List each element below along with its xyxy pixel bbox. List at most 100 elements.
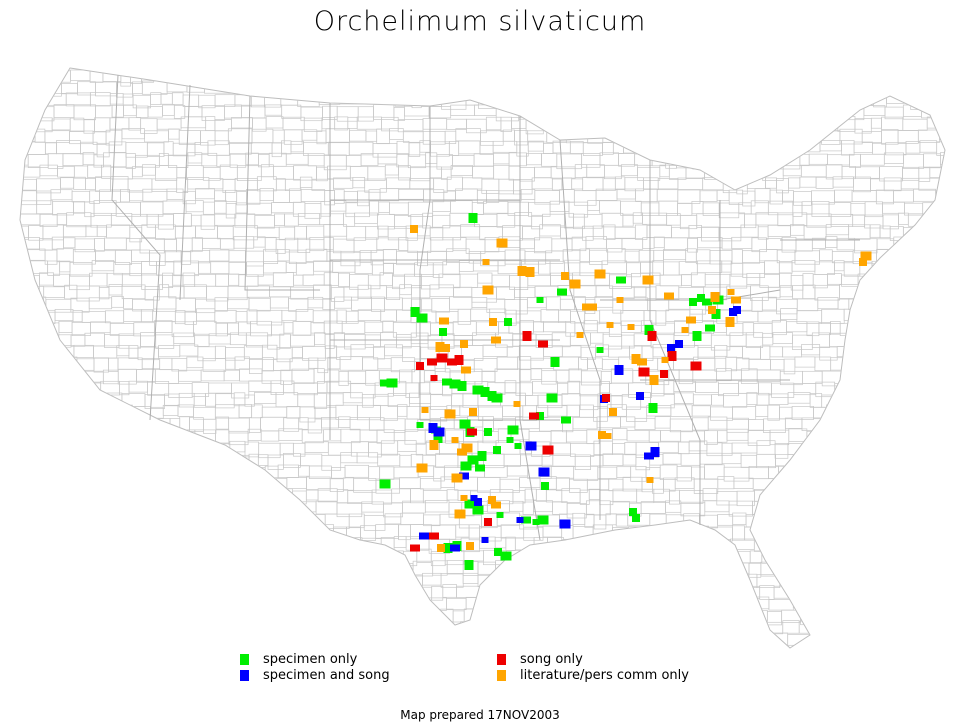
county-cell (924, 93, 945, 105)
county-cell (360, 93, 375, 105)
county-cell (662, 128, 674, 145)
county-cell (869, 80, 891, 94)
county-cell (227, 562, 245, 578)
county-cell (172, 465, 191, 480)
county-cell (821, 81, 839, 94)
county-cell (580, 537, 606, 553)
county-cell (159, 428, 177, 441)
county-cell (278, 596, 293, 611)
county-cell (590, 94, 605, 109)
marker-literature-only (646, 477, 654, 483)
county-cell (511, 80, 523, 93)
marker-specimen-only (477, 451, 487, 461)
marker-literature-only (435, 342, 445, 352)
county-cell (127, 549, 149, 564)
county-cell (519, 574, 534, 588)
county-cell (900, 285, 918, 301)
county-cell (796, 478, 813, 490)
county-cell (657, 81, 679, 96)
county-cell (842, 548, 858, 565)
county-cell (542, 81, 557, 94)
marker-specimen-and-song (474, 498, 482, 506)
county-cell (904, 419, 927, 433)
county-cell (188, 574, 201, 587)
county-cell (860, 538, 876, 554)
county-cell (935, 478, 945, 491)
county-cell (255, 490, 275, 502)
county-cell (820, 562, 832, 575)
county-cell (222, 478, 233, 489)
map-footer: Map prepared 17NOV2003 (400, 708, 560, 722)
county-cell (920, 381, 935, 396)
county-cell (20, 320, 34, 333)
county-cell (230, 597, 255, 609)
county-cell (839, 489, 863, 501)
county-cell (712, 128, 732, 140)
county-cell (141, 610, 154, 624)
county-cell (914, 551, 934, 564)
occurrence-markers (379, 213, 872, 570)
county-cell (236, 464, 253, 478)
county-cell (584, 609, 600, 621)
county-cell (617, 622, 638, 634)
county-cell (184, 489, 209, 502)
county-cell (597, 620, 618, 634)
county-cell (138, 584, 154, 597)
county-cell (49, 477, 59, 491)
marker-specimen-and-song (675, 340, 683, 348)
county-cell (749, 633, 774, 647)
county-cell (205, 476, 224, 489)
county-cell (498, 585, 516, 599)
county-cell (712, 70, 727, 83)
marker-literature-only (491, 501, 501, 509)
county-cell (563, 585, 586, 598)
county-cell (78, 526, 100, 539)
county-cell (36, 620, 57, 632)
county-cell (847, 416, 873, 433)
county-cell (904, 274, 916, 288)
county-cell (165, 442, 192, 457)
county-cell (910, 406, 930, 422)
county-cell (865, 611, 888, 623)
county-cell (914, 560, 940, 576)
county-cell (950, 83, 960, 97)
county-cell (403, 610, 419, 627)
county-cell (827, 524, 851, 538)
county-cell (568, 94, 579, 110)
county-cell (775, 81, 789, 93)
county-cell (475, 610, 500, 622)
county-cell (950, 213, 960, 227)
county-cell (765, 118, 776, 131)
county-cell (190, 453, 213, 466)
county-cell (60, 526, 80, 542)
county-cell (859, 584, 879, 597)
county-cell (172, 68, 199, 82)
county-cell (819, 597, 836, 610)
county-cell (106, 620, 127, 634)
county-cell (722, 116, 740, 129)
county-cell (366, 597, 388, 613)
marker-specimen-only (475, 464, 485, 472)
county-cell (381, 68, 399, 82)
county-cell (322, 623, 346, 638)
county-cell (272, 560, 298, 576)
county-cell (223, 610, 241, 625)
county-cell (561, 548, 582, 564)
county-cell (850, 526, 861, 542)
county-cell (98, 573, 121, 585)
county-cell (837, 81, 853, 94)
county-cell (683, 621, 708, 633)
county-cell (787, 550, 808, 566)
county-cell (401, 597, 423, 612)
county-cell (103, 512, 127, 526)
county-cell (729, 80, 753, 94)
county-cell (45, 392, 66, 406)
county-cell (924, 513, 939, 530)
county-cell (565, 105, 578, 118)
county-cell (460, 634, 473, 647)
county-cell (503, 633, 517, 648)
county-cell (530, 621, 545, 636)
county-cell (852, 598, 867, 613)
county-cell (791, 129, 805, 145)
county-cell (38, 526, 62, 539)
